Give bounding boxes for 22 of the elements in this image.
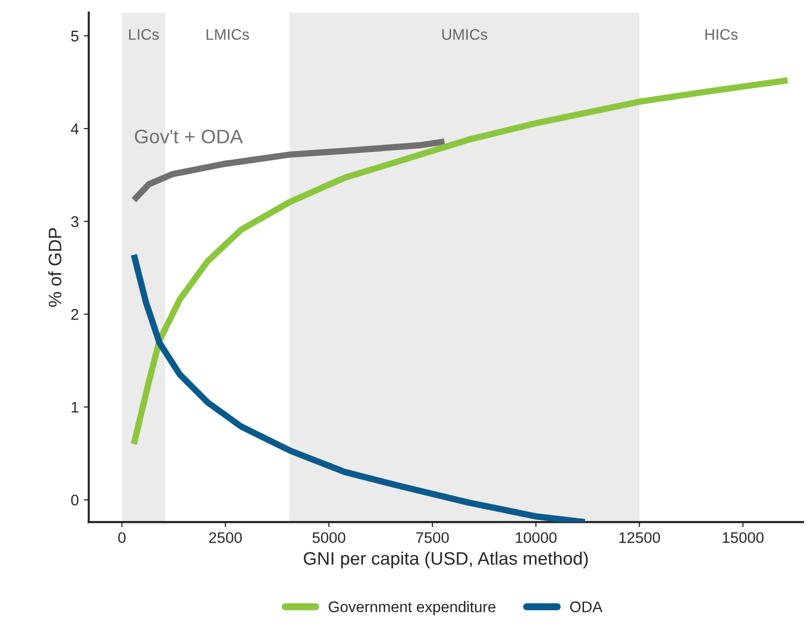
x-tick-label: 15000 [722, 532, 764, 544]
x-tick-label: 2500 [209, 532, 242, 544]
x-tick-label: 0 [118, 532, 126, 544]
annotation: HICs [705, 29, 738, 40]
y-axis-title: % of GDP [48, 228, 62, 307]
x-tick-label: 10000 [516, 532, 557, 544]
y-tick-label: 3 [71, 216, 78, 228]
y-tick-label: 5 [71, 30, 78, 42]
y-tick-label: 2 [71, 309, 78, 320]
legend-label: ODA [570, 601, 602, 612]
x-tick-label: 7500 [416, 532, 449, 544]
annotation: Gov't + ODA [134, 130, 243, 144]
y-tick-label: 1 [72, 402, 78, 413]
y-tick-label: 4 [70, 124, 79, 134]
band-label: LICs [129, 29, 159, 40]
x-tick-label: 5000 [312, 532, 346, 544]
y-tick-label: 0 [71, 494, 78, 506]
x-axis-title: GNI per capita (USD, Atlas method) [304, 552, 588, 568]
legend-label: Government expenditure [328, 601, 496, 616]
annotation: LMICs [206, 29, 249, 40]
x-tick-label: 12500 [619, 532, 660, 544]
band-label: UMICs [442, 29, 488, 40]
